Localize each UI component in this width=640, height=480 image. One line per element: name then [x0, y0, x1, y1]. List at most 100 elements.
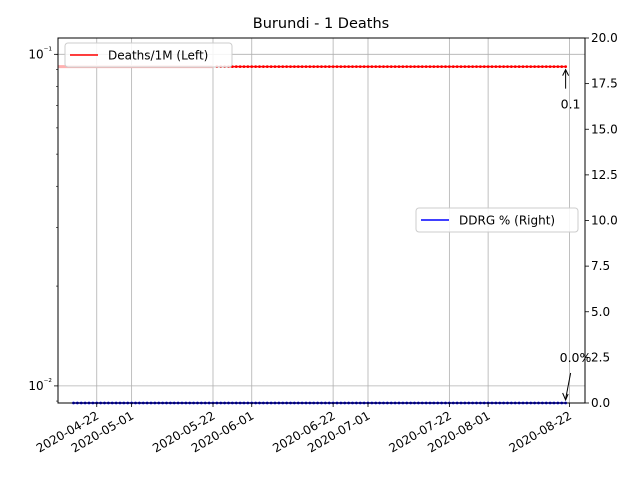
data-point: [320, 65, 323, 69]
data-point: [405, 65, 409, 69]
right-tick-label: 10.0: [591, 214, 618, 228]
annotations: 0.1 0.0%: [560, 68, 592, 402]
data-point: [509, 65, 513, 69]
data-point: [529, 65, 533, 69]
data-point: [436, 65, 440, 69]
annotation-arrowhead: [562, 392, 569, 402]
data-point: [560, 65, 564, 69]
annotation-arrow: [565, 372, 572, 400]
data-point: [374, 65, 378, 69]
chart-title: Burundi - 1 Deaths: [253, 16, 389, 32]
right-tick-label: 2.5: [591, 350, 610, 364]
data-point: [331, 65, 335, 69]
data-point: [416, 65, 420, 69]
data-point: [281, 65, 285, 69]
right-tick-label: 15.0: [591, 122, 618, 136]
data-point: [343, 65, 347, 69]
data-point: [490, 65, 494, 69]
data-point: [285, 65, 289, 69]
data-point: [420, 65, 424, 69]
data-point: [339, 65, 343, 69]
data-point: [428, 65, 432, 69]
right-tick-label: 5.0: [591, 305, 610, 319]
data-point: [378, 65, 382, 69]
data-point: [370, 65, 374, 69]
data-point: [478, 65, 482, 69]
data-point: [304, 65, 308, 69]
data-point: [300, 65, 304, 69]
right-tick-label: 20.0: [591, 31, 618, 45]
data-point: [556, 65, 560, 69]
data-point: [258, 65, 261, 69]
data-point: [366, 65, 370, 69]
data-point: [254, 65, 258, 69]
data-point: [397, 65, 401, 69]
data-point: [506, 65, 509, 69]
data-point: [517, 65, 521, 69]
data-point: [347, 65, 351, 69]
data-point: [537, 65, 540, 69]
legend-box: [64, 42, 233, 68]
data-point: [463, 65, 467, 69]
data-point: [393, 65, 397, 69]
data-point: [424, 65, 428, 69]
data-point: [265, 65, 269, 69]
right-tick-label: 7.5: [591, 259, 610, 273]
data-point: [351, 65, 354, 69]
data-point: [502, 65, 506, 69]
data-point: [564, 65, 568, 69]
data-point: [471, 65, 475, 69]
data-point: [533, 65, 537, 69]
data-point: [444, 65, 447, 69]
data-point: [401, 65, 405, 69]
data-point: [335, 65, 339, 69]
data-point: [238, 65, 242, 69]
data-point: [440, 65, 444, 69]
data-point: [382, 65, 385, 69]
data-point: [451, 65, 455, 69]
left-tick-label: 10⁻²: [28, 378, 52, 393]
data-point: [455, 65, 459, 69]
data-point: [389, 65, 393, 69]
data-point: [413, 65, 416, 69]
data-point: [273, 65, 277, 69]
data-point: [459, 65, 463, 69]
right-tick-label: 17.5: [591, 77, 618, 91]
data-point: [486, 65, 490, 69]
left-tick-label: 10⁻¹: [28, 46, 52, 61]
data-point: [308, 65, 312, 69]
data-point: [312, 65, 316, 69]
data-point: [552, 65, 556, 69]
data-point: [540, 65, 544, 69]
data-point: [269, 65, 273, 69]
data-point: [323, 65, 327, 69]
right-tick-label: 0.0: [591, 396, 610, 410]
data-point: [513, 65, 517, 69]
legend-box: [415, 207, 579, 233]
data-point: [409, 65, 413, 69]
data-point: [432, 65, 436, 69]
data-point: [289, 65, 292, 69]
legend-label: Deaths/1M (Left): [108, 49, 208, 63]
annotation-label: 0.0%: [560, 350, 592, 365]
legends: Deaths/1M (Left) DDRG % (Right): [64, 42, 579, 233]
data-point: [521, 65, 525, 69]
data-point: [525, 65, 529, 69]
data-point: [354, 65, 358, 69]
data-point: [234, 65, 238, 69]
data-point: [482, 65, 486, 69]
data-point: [277, 65, 281, 69]
legend-label: DDRG % (Right): [459, 214, 555, 228]
data-point: [362, 65, 366, 69]
data-point: [316, 65, 320, 69]
data-point: [544, 65, 548, 69]
data-point: [250, 65, 254, 69]
data-point: [447, 65, 451, 69]
data-point: [467, 65, 471, 69]
data-point: [327, 65, 331, 69]
data-point: [261, 65, 265, 69]
data-point: [358, 65, 362, 69]
data-point: [292, 65, 296, 69]
